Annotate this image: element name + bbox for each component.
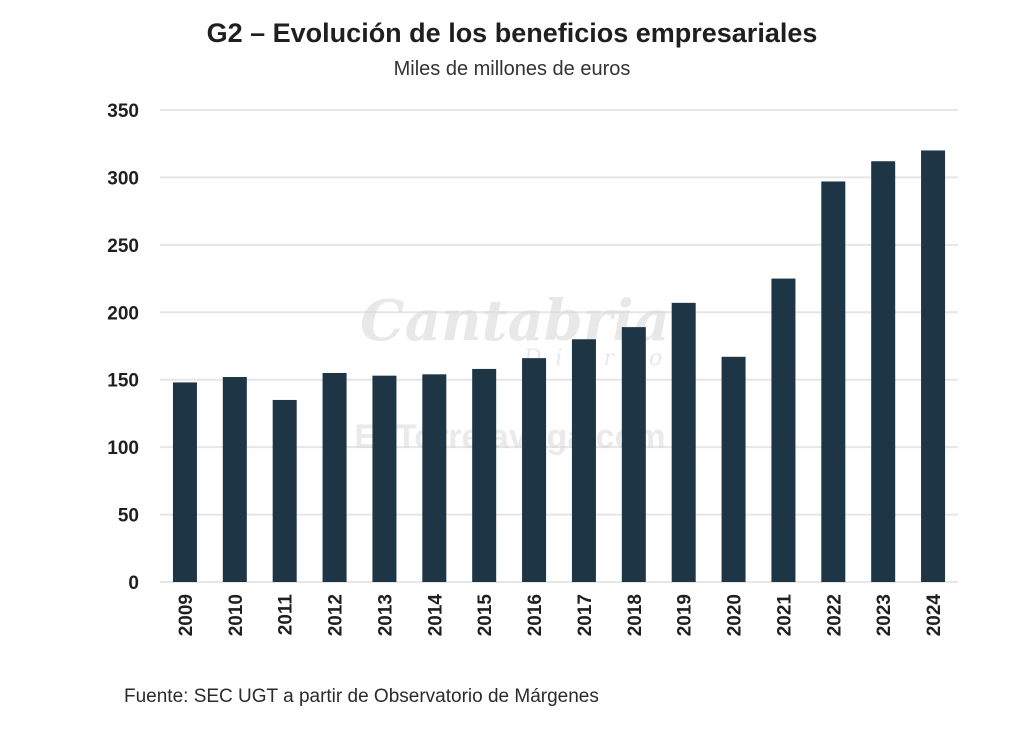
bar-2011 [272,399,297,582]
x-tick-label: 2012 [326,594,347,636]
bars [172,150,946,582]
y-tick-label: 350 [107,101,139,122]
chart-title: G2 – Evolución de los beneficios empresa… [206,18,818,48]
bar-2018 [621,327,646,582]
bar-2023 [871,161,896,582]
x-tick-label: 2018 [625,594,646,636]
bar-2009 [172,382,197,582]
x-tick-label: 2013 [375,594,396,636]
bar-2021 [771,278,796,582]
x-tick-label: 2023 [874,594,895,636]
bar-2019 [671,302,696,582]
chart-subtitle: Miles de millones de euros [393,58,631,80]
y-tick-label: 50 [118,506,139,527]
bar-2015 [472,368,497,582]
watermark-brand: Cantabria [360,288,670,354]
source-note: Fuente: SEC UGT a partir de Observatorio… [124,686,599,707]
x-tick-label: 2022 [824,594,845,636]
y-tick-label: 200 [107,303,139,324]
x-tick-label: 2009 [176,594,197,636]
bar-2014 [422,374,447,582]
y-tick-label: 150 [107,371,139,392]
bar-2020 [721,356,746,582]
bar-2024 [921,150,946,582]
x-tick-label: 2016 [525,594,546,636]
x-tick-label: 2017 [575,594,596,636]
x-tick-label: 2021 [774,594,795,637]
x-tick-label: 2024 [924,594,945,637]
y-axis-ticks: 0 50 100 150 200 250 300 350 [107,101,139,594]
bar-2016 [522,358,547,582]
bar-2012 [322,372,347,582]
bar-2017 [571,339,596,582]
bar-2010 [222,377,247,582]
bar-2022 [821,181,846,582]
x-axis-ticks: 2009 2010 2011 2012 2013 2014 2015 2016 2017 2018… [176,594,945,637]
bar-2013 [372,375,397,582]
y-tick-label: 100 [107,438,139,459]
x-tick-label: 2019 [675,594,696,636]
y-tick-label: 250 [107,236,139,257]
x-tick-label: 2020 [725,594,746,636]
watermark-site: EsTorrelavega.com [354,418,665,456]
x-tick-label: 2010 [226,594,247,636]
x-tick-label: 2011 [276,594,297,636]
y-tick-label: 300 [107,168,139,189]
y-tick-label: 0 [128,573,139,594]
x-tick-label: 2015 [475,594,496,637]
x-tick-label: 2014 [425,594,446,637]
